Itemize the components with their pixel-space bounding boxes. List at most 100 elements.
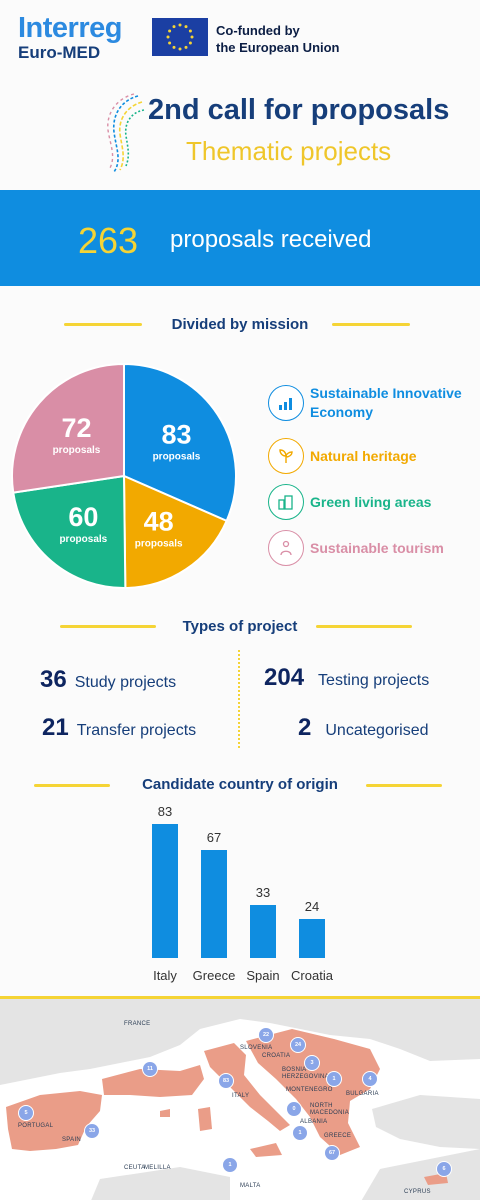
eu-star [184, 45, 188, 49]
type-uncat-count: 2 [298, 714, 312, 741]
pie-unit-2: proposals [59, 534, 107, 545]
map-marker-slovenia: 22 [258, 1027, 274, 1043]
heading-line-right [366, 784, 442, 787]
map-marker-portugal: 5 [18, 1105, 34, 1121]
programme-map: France Slovenia Croatia Bosnia-Herzegovi… [0, 996, 480, 1200]
pie-value-2: 60 [68, 502, 98, 532]
bar-spain [250, 904, 276, 958]
eu-star [178, 47, 182, 51]
map-marker-serbia: 1 [326, 1071, 342, 1087]
heading-line-left [64, 323, 142, 326]
map-marker-france: 11 [142, 1061, 158, 1077]
eu-star [178, 23, 182, 27]
type-study: 36 Study projects [40, 666, 176, 694]
map-label-france: France [124, 1021, 151, 1027]
eu-star [188, 41, 192, 45]
map-marker-malta: 1 [222, 1157, 238, 1173]
map-marker-bulgaria: 4 [362, 1071, 378, 1087]
type-study-count: 36 [40, 666, 67, 693]
map-label-cyprus: Cyprus [404, 1189, 431, 1195]
tourism-icon [268, 530, 304, 566]
type-uncat-label: Uncategorised [325, 722, 429, 739]
map-label-croatia: Croatia [262, 1053, 291, 1059]
map-marker-albania: 1 [292, 1125, 308, 1141]
thumbprint-logo-icon [107, 93, 145, 173]
map-label-portugal: Portugal [18, 1123, 54, 1129]
bar-category-croatia: Croatia [291, 968, 333, 983]
cofunded-line2: the European Union [216, 40, 340, 55]
map-label-albania: Albania [300, 1119, 328, 1125]
map-marker-greece: 67 [324, 1145, 340, 1161]
map-marker-montenegro: 0 [286, 1101, 302, 1117]
bar-greece [201, 849, 227, 958]
map-label-spain: Spain [62, 1137, 82, 1143]
euromed-logo: Euro-MED [18, 43, 101, 62]
bar-value-spain: 33 [255, 884, 271, 900]
plant-icon [268, 438, 304, 474]
eu-star [188, 29, 192, 33]
eu-star [168, 29, 172, 33]
legend-economy: Sustainable Innovative Economy [268, 384, 470, 422]
mission-pie-chart: 83 proposals 48 proposals 60 proposals 72 propo… [11, 362, 237, 590]
legend-natural-label: Natural heritage [310, 447, 417, 464]
type-study-label: Study projects [74, 674, 177, 691]
pie-slice-1 [122, 474, 228, 590]
pie-unit-1: proposals [135, 538, 183, 549]
bar-category-italy: Italy [153, 968, 177, 983]
cofunded-line1: Co-funded by [216, 23, 300, 38]
map-label-bulgaria: Bulgaria [346, 1091, 379, 1097]
cofunded-text: Co-funded by the European Union [216, 22, 340, 56]
map-marker-italy: 83 [218, 1073, 234, 1089]
page-title: 2nd call for proposals [148, 94, 450, 126]
map-label-ceuta: Ceuta [124, 1165, 146, 1171]
map-marker-croatia: 24 [290, 1037, 306, 1053]
legend-economy-label: Sustainable Innovative Economy [310, 385, 462, 420]
countries-heading: Candidate country of origin [142, 776, 338, 793]
bar-value-greece: 67 [206, 829, 222, 845]
bar-italy [152, 824, 178, 958]
type-transfer-label: Transfer projects [76, 722, 197, 739]
map-label-malta: Malta [240, 1183, 261, 1189]
type-transfer-count: 21 [42, 714, 69, 741]
page-subtitle: Thematic projects [186, 136, 392, 166]
legend-green-label: Green living areas [310, 493, 432, 510]
map-marker-cyprus: 6 [436, 1161, 452, 1177]
type-transfer: 21 Transfer projects [42, 714, 196, 742]
mission-heading: Divided by mission [171, 316, 309, 333]
types-heading: Types of project [182, 618, 298, 635]
bar-category-greece: Greece [192, 968, 236, 983]
header: Interreg Euro-MED Co-funded by the Europ… [0, 0, 480, 80]
proposals-label: proposals received [170, 226, 372, 253]
pie-unit-0: proposals [153, 452, 201, 463]
buildings-icon [268, 484, 304, 520]
map-label-melilla: Melilla [144, 1165, 171, 1171]
map-graphic [0, 999, 480, 1200]
map-label-slovenia: Slovenia [240, 1045, 273, 1051]
map-label-north-macedonia: North Macedonia [310, 1103, 350, 1116]
eu-star [190, 35, 194, 39]
pie-value-3: 72 [61, 413, 91, 443]
map-label-greece: Greece [324, 1133, 352, 1139]
bar-croatia [299, 919, 325, 958]
legend-natural: Natural heritage [268, 438, 417, 474]
types-divider [238, 650, 240, 748]
type-uncat: 2 Uncategorised [298, 714, 429, 742]
bar-category-spain: Spain [246, 968, 280, 983]
eu-star [168, 41, 172, 45]
type-testing: 204 Testing projects [264, 664, 429, 692]
heading-line-right [332, 323, 410, 326]
pie-slice-0 [123, 362, 237, 523]
eu-flag-icon [152, 18, 208, 56]
type-testing-label: Testing projects [318, 672, 430, 689]
pie-value-0: 83 [161, 420, 191, 450]
proposals-banner [0, 190, 480, 286]
eu-star [172, 25, 176, 29]
heading-line-right [316, 625, 412, 628]
pie-unit-3: proposals [53, 445, 101, 456]
interreg-logo: Interreg [18, 12, 122, 44]
map-label-montenegro: Montenegro [286, 1087, 333, 1093]
eu-star [166, 35, 170, 39]
bar-value-italy: 83 [157, 804, 173, 819]
eu-star [184, 25, 188, 29]
bar-value-croatia: 24 [304, 899, 320, 915]
